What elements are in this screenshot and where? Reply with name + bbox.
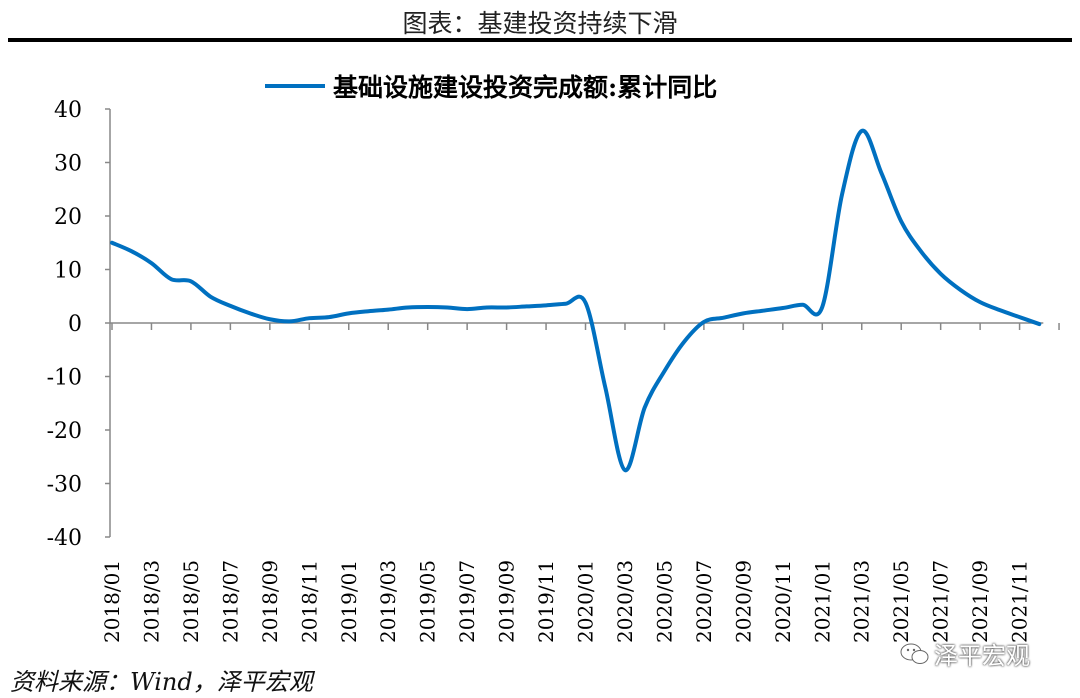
x-tick-label: 2018/07 <box>218 560 242 643</box>
y-tick-label: 0 <box>68 312 82 337</box>
x-tick-label: 2021/05 <box>889 560 913 643</box>
x-tick-label: 2020/01 <box>574 560 598 643</box>
x-tick-label: 2019/05 <box>416 560 440 643</box>
figure-title: 图表：基建投资持续下滑 <box>402 9 678 38</box>
x-tick-label: 2021/11 <box>1008 560 1032 643</box>
watermark: 泽平宏观 <box>900 636 1030 671</box>
x-axis: 2018/01 2018/03 2018/05 2018/07 2018/09 2018/… <box>100 322 1060 643</box>
x-tick-label: 2020/09 <box>731 560 755 643</box>
y-tick-label: -40 <box>47 526 82 551</box>
wechat-icon <box>900 643 929 664</box>
x-tick-label: 2021/07 <box>929 560 953 643</box>
title-divider <box>8 38 1072 42</box>
x-tick-label: 2018/05 <box>179 560 203 643</box>
x-tick-label: 2019/01 <box>337 560 361 643</box>
x-tick-label: 2018/11 <box>297 560 321 643</box>
x-tick-label: 2019/11 <box>534 560 558 643</box>
legend-label: 基础设施建设投资完成额:累计同比 <box>333 73 717 102</box>
x-tick-label: 2020/03 <box>613 560 637 643</box>
series-group <box>110 128 1042 473</box>
y-tick-label: 20 <box>54 205 82 230</box>
x-tick-label: 2019/09 <box>495 560 519 643</box>
x-tick-label: 2018/01 <box>100 560 124 643</box>
x-tick-label: 2021/03 <box>850 560 874 643</box>
x-tick-label: 2020/07 <box>692 560 716 643</box>
x-tick-label: 2019/03 <box>376 560 400 643</box>
source-note: 资料来源：Wind，泽平宏观 <box>10 668 313 696</box>
y-tick-label: -20 <box>47 419 82 444</box>
y-tick-label: 40 <box>54 98 82 123</box>
x-tick-label: 2019/07 <box>455 560 479 643</box>
x-tick-label: 2018/09 <box>258 560 282 643</box>
y-tick-label: 10 <box>54 259 82 284</box>
x-tick-label: 2021/09 <box>968 560 992 643</box>
y-axis: 40 30 20 10 0 -10 -20 -30 -40 <box>47 98 111 551</box>
y-tick-label: -10 <box>47 366 82 391</box>
x-tick-label: 2020/05 <box>652 560 676 643</box>
x-tick-label: 2021/01 <box>810 560 834 643</box>
legend: 基础设施建设投资完成额:累计同比 <box>265 73 717 102</box>
y-tick-label: 30 <box>54 152 82 177</box>
y-tick-label: -30 <box>47 473 82 498</box>
series-line <box>110 128 1042 473</box>
watermark-text: 泽平宏观 <box>934 642 1030 670</box>
x-tick-label: 2018/03 <box>139 560 163 643</box>
x-tick-label: 2020/11 <box>771 560 795 643</box>
